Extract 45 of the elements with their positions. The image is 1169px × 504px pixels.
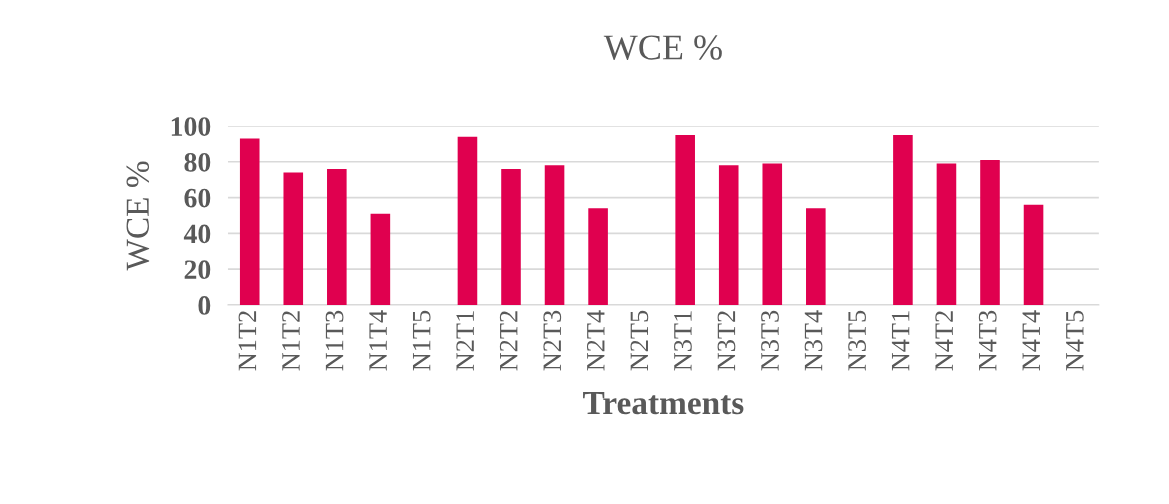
x-tick-label: N2T2 bbox=[499, 311, 518, 371]
y-tick-label: 0 bbox=[198, 296, 211, 315]
x-tick-label: N1T3 bbox=[325, 310, 344, 371]
bar bbox=[327, 168, 347, 305]
bar bbox=[457, 136, 478, 305]
bar bbox=[718, 165, 739, 305]
bar bbox=[806, 208, 826, 305]
bar bbox=[675, 134, 695, 305]
y-tick-label: 20 bbox=[184, 260, 211, 280]
y-tick-label: 100 bbox=[171, 117, 211, 136]
x-axis-title: Treatments bbox=[583, 392, 744, 415]
x-tick-label: N3T5 bbox=[848, 310, 866, 371]
x-tick-label: N3T3 bbox=[761, 310, 779, 371]
x-tick-label: N2T1 bbox=[456, 311, 474, 371]
x-tick-label: N4T5 bbox=[1066, 310, 1084, 371]
bar bbox=[370, 213, 391, 305]
bar bbox=[283, 172, 304, 305]
bar bbox=[239, 138, 260, 305]
x-tick-label: N4T2 bbox=[935, 311, 953, 371]
x-tick-label: N2T5 bbox=[630, 310, 649, 371]
y-axis-title: WCE % bbox=[126, 161, 150, 271]
bar bbox=[544, 165, 565, 305]
x-tick-label: N1T4 bbox=[369, 310, 387, 371]
x-tick-label: N3T1 bbox=[674, 311, 692, 371]
y-tick-label: 60 bbox=[184, 188, 211, 208]
x-tick-label: N4T1 bbox=[891, 311, 910, 371]
bar bbox=[893, 134, 913, 305]
bar bbox=[980, 159, 1000, 305]
x-tick-label: N3T4 bbox=[804, 310, 823, 371]
x-tick-label: N4T3 bbox=[978, 310, 997, 371]
x-tick-label: N2T3 bbox=[543, 310, 562, 371]
bar bbox=[501, 168, 521, 305]
x-tick-label: N1T2 bbox=[282, 311, 300, 371]
x-tick-label: N1T5 bbox=[412, 310, 431, 371]
y-tick-label: 40 bbox=[183, 224, 211, 244]
bar bbox=[588, 208, 608, 305]
chart-title: WCE % bbox=[603, 35, 722, 60]
bar bbox=[1023, 204, 1044, 305]
x-tick-label: N3T2 bbox=[717, 311, 736, 371]
bar bbox=[762, 163, 783, 305]
x-tick-label: N2T4 bbox=[586, 310, 605, 371]
x-tick-label: N4T4 bbox=[1022, 310, 1040, 371]
y-tick-label: 80 bbox=[184, 152, 211, 172]
x-tick-label: N1T2 bbox=[238, 311, 257, 371]
bar bbox=[936, 163, 957, 305]
